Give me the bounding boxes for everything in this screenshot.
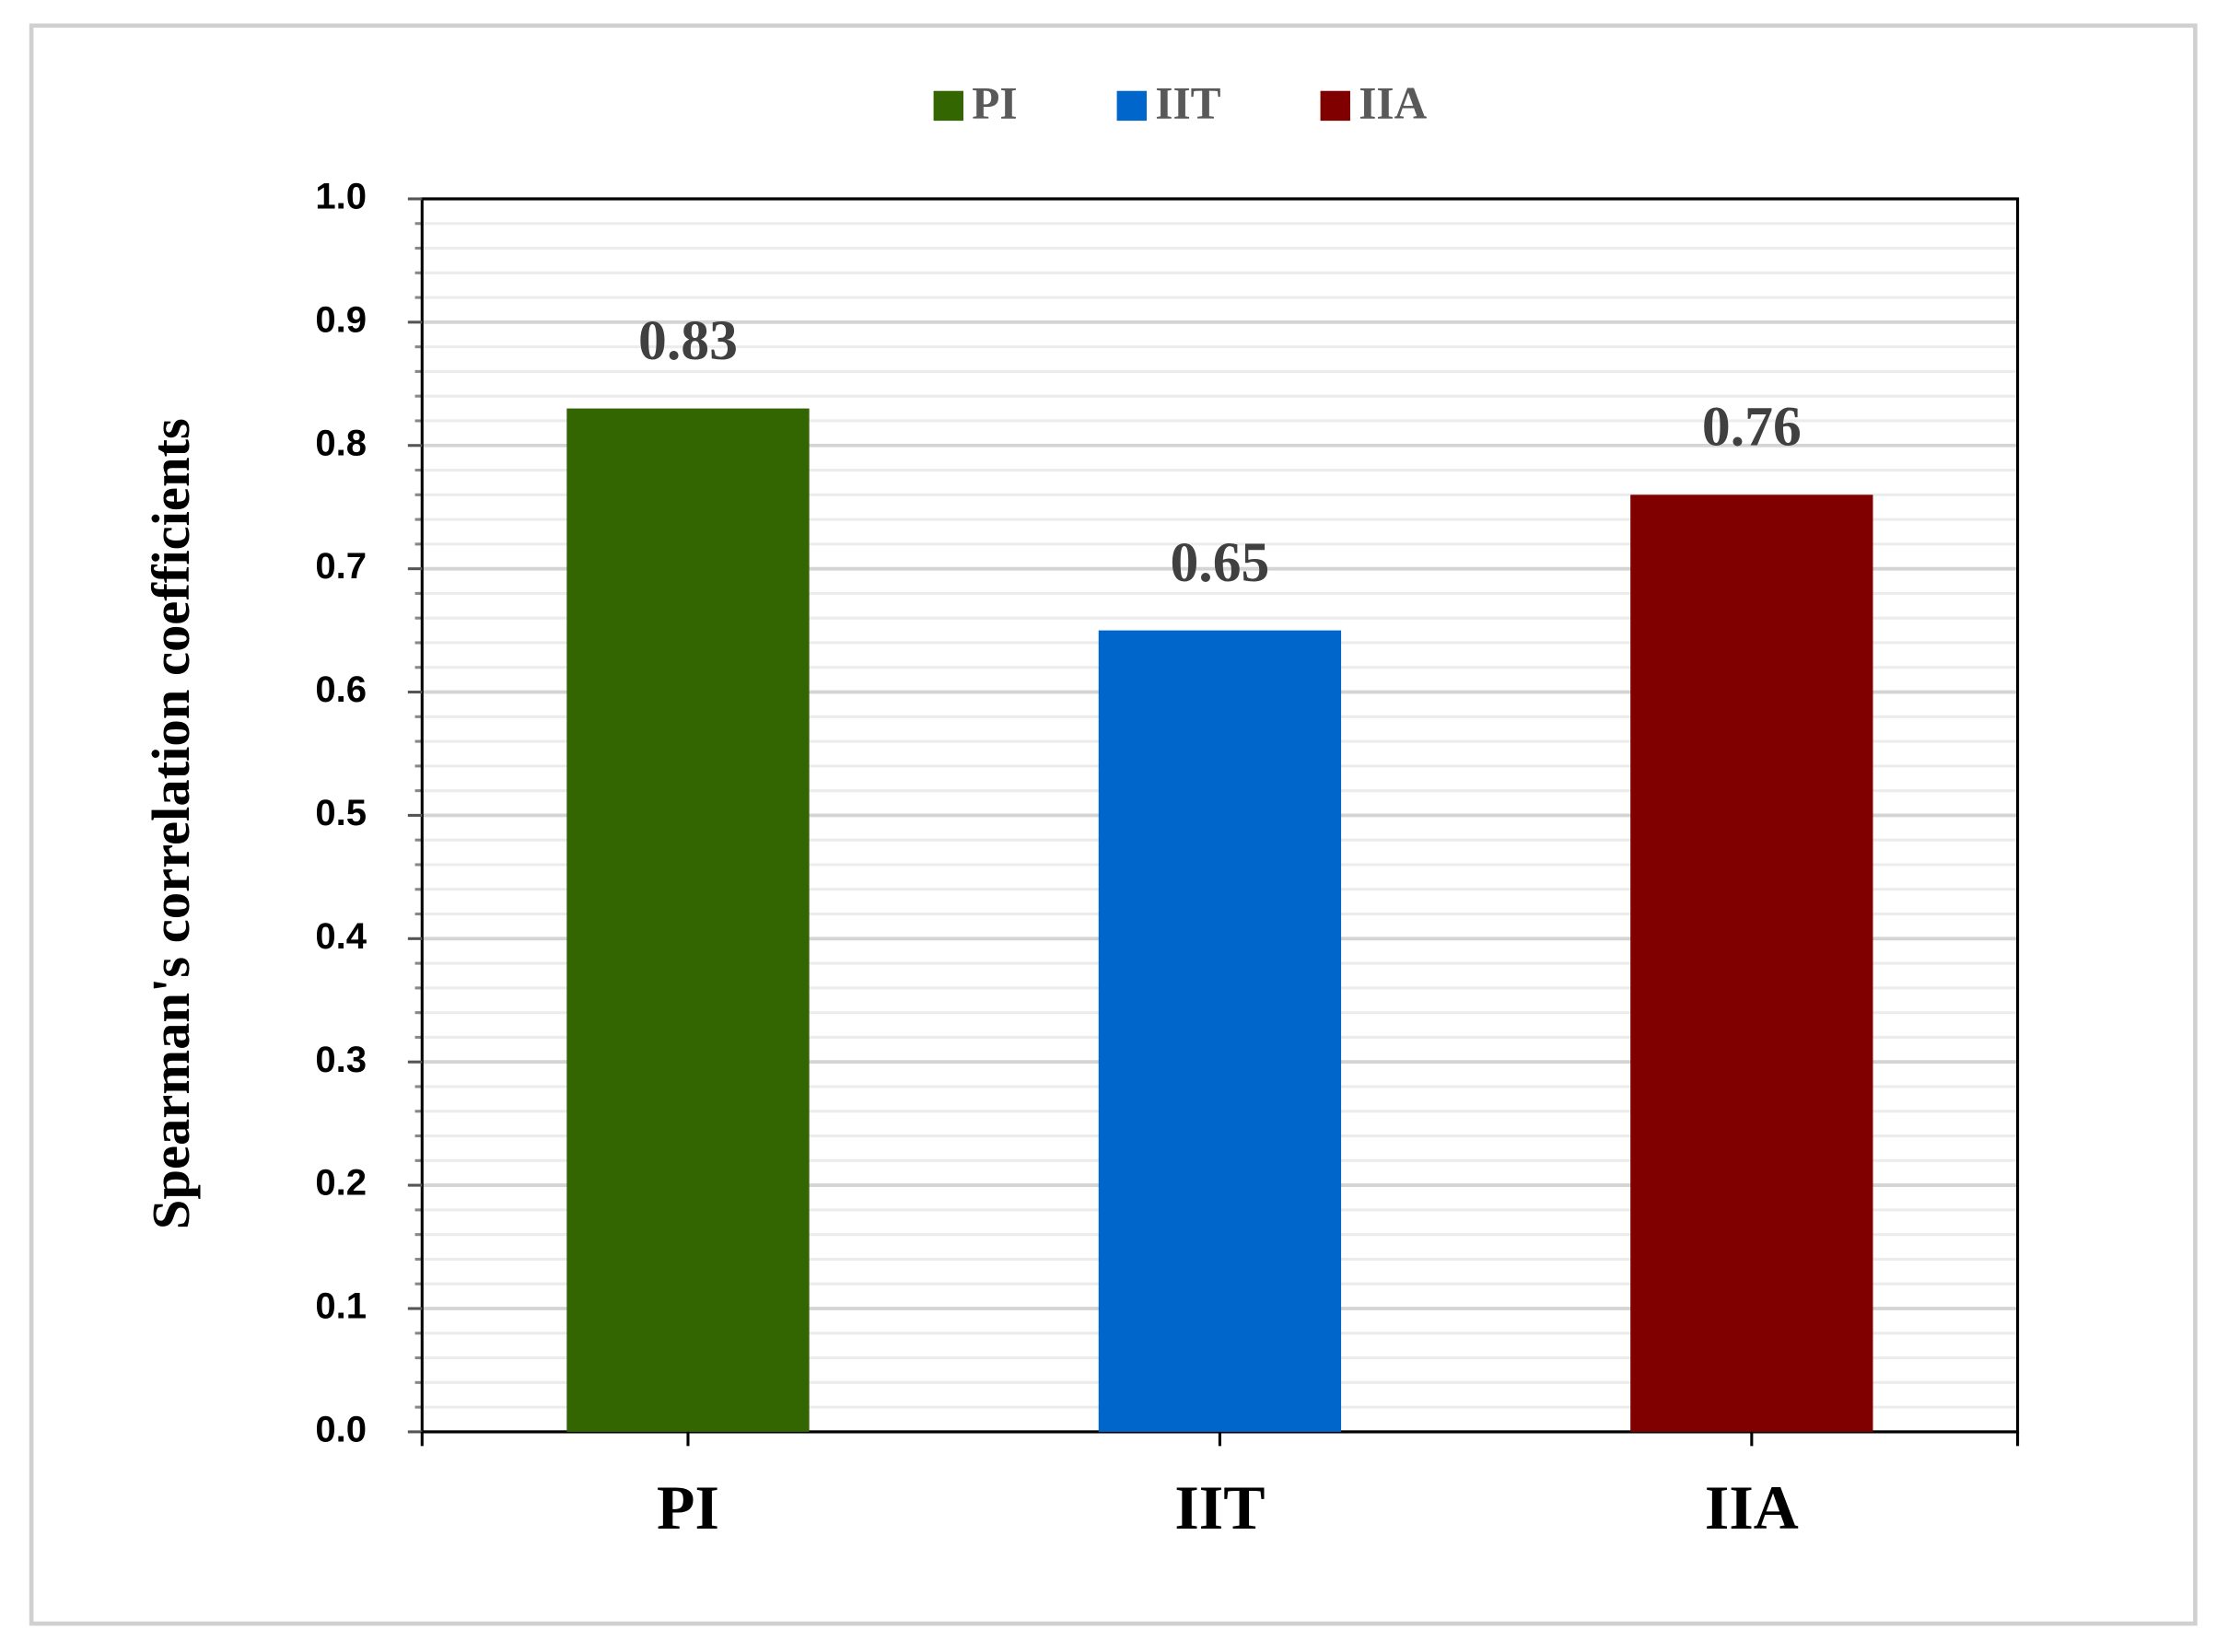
bar (566, 408, 810, 1432)
x-tick-label: IIA (1705, 1473, 1799, 1542)
data-label: 0.76 (1702, 396, 1802, 459)
x-tick-label: IIT (1174, 1473, 1265, 1542)
y-tick-label: 0.2 (315, 1163, 367, 1204)
bar (1098, 630, 1342, 1432)
data-label: 0.65 (1170, 531, 1269, 594)
data-label: 0.83 (638, 309, 738, 372)
y-tick-label: 0.7 (315, 546, 367, 587)
y-tick-label: 0.3 (315, 1040, 367, 1080)
y-tick-label: 1.0 (315, 177, 367, 217)
legend-label: PI (972, 78, 1017, 129)
legend-label: IIT (1155, 78, 1220, 129)
y-tick-label: 0.1 (315, 1286, 367, 1327)
legend-swatch (1320, 90, 1350, 122)
bar (1630, 494, 1873, 1432)
x-tick-label: PI (657, 1473, 719, 1542)
y-tick-label: 0.5 (315, 793, 367, 833)
y-tick-label: 0.9 (315, 299, 367, 340)
y-tick-label: 0.6 (315, 669, 367, 710)
y-tick-label: 0.4 (315, 916, 367, 957)
legend-swatch (933, 90, 963, 122)
legend: PI IIT IIA (933, 78, 1428, 129)
y-axis-title: Spearman's correlation coefficients (141, 418, 201, 1229)
y-tick-label: 0.0 (315, 1409, 367, 1449)
legend-swatch (1116, 90, 1147, 122)
legend-label: IIA (1359, 78, 1427, 129)
y-tick-label: 0.8 (315, 423, 367, 463)
